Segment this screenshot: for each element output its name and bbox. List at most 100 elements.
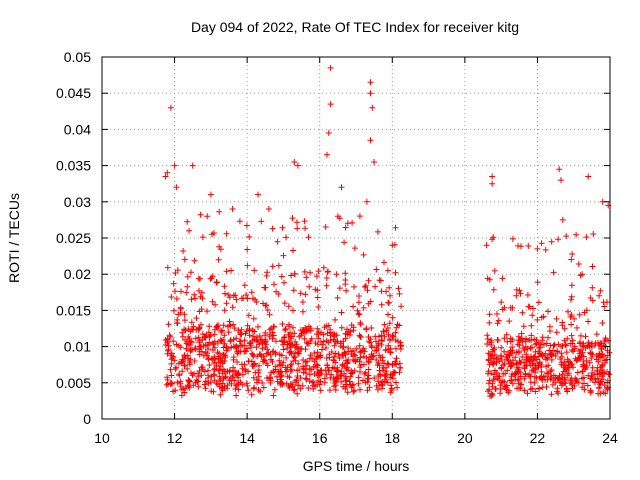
data-point [559,216,566,223]
data-point [188,296,195,303]
data-point [202,378,209,385]
data-point [306,355,313,362]
data-point [293,376,300,383]
data-point [531,366,538,373]
data-point [215,256,222,263]
data-point [196,337,203,344]
data-point [519,354,526,360]
x-tick-label: 22 [530,430,546,446]
data-point [196,368,203,374]
data-point [193,377,200,384]
data-point [496,373,503,380]
data-point [389,314,396,321]
data-point [334,367,341,374]
data-point [170,338,177,345]
data-point [559,343,566,349]
data-point [297,327,304,334]
data-point [492,376,498,383]
y-tick-labels: 0 0.005 0.01 0.015 0.02 0.025 0.03 0.035 0.04 0.0… [56,49,91,427]
data-point [215,381,221,388]
data-point [338,309,345,316]
data-point [295,360,302,367]
data-point [317,367,324,374]
data-point [181,362,188,369]
data-point [252,369,259,376]
data-point [300,308,306,315]
data-point [379,379,386,385]
data-point [168,294,175,300]
data-point [221,307,228,314]
data-point [320,264,327,271]
data-point [495,337,502,344]
data-point [191,370,197,377]
data-point [173,364,180,371]
data-point [219,380,226,387]
data-point [236,218,243,225]
data-point [548,238,555,245]
data-point [199,366,206,373]
data-point [350,324,357,331]
data-point [351,387,358,394]
data-point [558,350,565,357]
data-point [235,380,242,387]
data-point [568,332,575,339]
data-point [313,273,320,280]
data-point [500,362,507,369]
data-point [492,385,499,392]
data-point [287,344,294,350]
data-point [291,271,298,277]
data-point [246,332,253,339]
data-point [165,321,172,328]
y-tick-label: 0.025 [56,230,91,246]
data-point [324,362,331,368]
data-point [494,320,501,327]
data-point [323,275,330,281]
x-tick-label: 24 [602,430,618,446]
data-point [337,372,344,379]
data-point [251,328,258,335]
data-point [301,218,308,225]
data-point [596,384,603,391]
data-point [303,362,310,369]
y-tick-label: 0.04 [64,121,91,137]
data-point [553,329,560,336]
data-point [514,341,521,348]
data-point [202,334,209,341]
data-point [583,357,590,364]
data-point [199,336,206,343]
data-point [568,296,574,303]
data-point [276,357,283,364]
data-point [206,323,213,330]
data-point [192,295,199,302]
data-point [499,275,506,282]
data-point [389,242,396,249]
data-point [561,337,568,344]
data-point [351,283,357,290]
data-point [384,360,391,367]
data-point [574,369,581,376]
data-point [281,334,288,340]
data-point [531,353,538,360]
data-point [393,355,400,362]
data-point [190,382,197,389]
data-point [181,256,188,263]
y-tick-label: 0 [83,411,91,427]
data-point [227,322,234,329]
data-point [196,308,203,315]
data-point [496,358,503,365]
data-point [218,329,225,335]
data-point [574,324,580,331]
data-point [553,315,560,322]
data-point [302,375,309,382]
data-point [343,383,350,390]
data-point [173,295,180,302]
data-point [491,344,498,351]
x-axis-label: GPS time / hours [303,458,410,474]
data-point [589,351,596,358]
data-point [342,385,349,392]
data-point [347,381,354,388]
data-point [299,299,306,305]
data-point [378,301,385,308]
data-point [310,363,317,370]
data-point [387,349,394,356]
